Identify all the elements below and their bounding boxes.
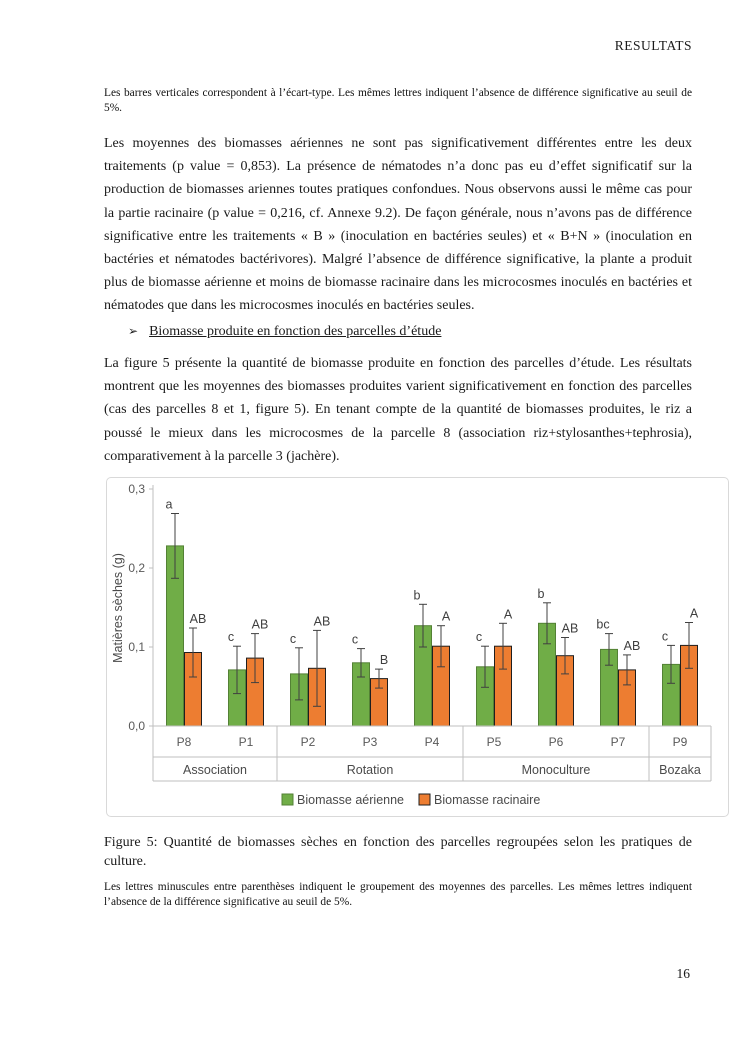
error-bar [357, 648, 365, 678]
group-label: Association [183, 763, 247, 777]
svg-text:P6: P6 [549, 735, 564, 749]
series-racinaire: AB AB AB B A A AB AB A [184, 607, 699, 727]
figure5-bar-chart: 0,0 0,1 0,2 0,3 Matières sèches (g) a c c c b c b bc… [106, 477, 729, 817]
error-bar [171, 513, 179, 579]
group-label: Rotation [347, 763, 394, 777]
legend: Biomasse aérienne Biomasse racinaire [281, 793, 540, 807]
section-bullet-heading: ➢ Biomasse produite en fonction des parce… [104, 324, 692, 340]
y-axis-title: Matières sèches (g) [111, 553, 125, 663]
error-bar [189, 627, 197, 678]
svg-text:P3: P3 [363, 735, 378, 749]
svg-text:0,3: 0,3 [128, 482, 145, 496]
svg-text:P9: P9 [673, 735, 688, 749]
svg-text:0,2: 0,2 [128, 561, 145, 575]
page-header-title: RESULTATS [614, 38, 692, 53]
error-bar [295, 647, 303, 701]
significance-letter: bc [596, 618, 609, 632]
page-number: 16 [676, 966, 691, 981]
significance-letter: A [442, 610, 451, 624]
significance-letter: A [504, 607, 513, 621]
significance-letter: AB [624, 639, 641, 653]
significance-letter: c [290, 632, 296, 646]
svg-text:0,0: 0,0 [128, 719, 145, 733]
svg-text:P2: P2 [301, 735, 316, 749]
svg-text:P8: P8 [177, 735, 192, 749]
significance-letter: A [690, 607, 699, 621]
svg-text:Biomasse racinaire: Biomasse racinaire [434, 793, 540, 807]
svg-text:P1: P1 [239, 735, 254, 749]
error-bar [499, 622, 507, 670]
significance-letter: c [662, 629, 668, 643]
figure5-caption: Figure 5: Quantité de biomasses sèches e… [104, 835, 692, 869]
significance-letter: c [228, 630, 234, 644]
figure4-note: Les barres verticales correspondent à l’… [104, 87, 692, 114]
bullet-heading-text: Biomasse produite en fonction des parcel… [149, 324, 442, 339]
significance-letter: AB [562, 622, 579, 636]
group-label: Bozaka [659, 763, 701, 777]
error-bar [605, 633, 613, 666]
svg-text:P4: P4 [425, 735, 440, 749]
svg-text:Biomasse aérienne: Biomasse aérienne [297, 793, 404, 807]
significance-letter: AB [190, 612, 207, 626]
error-bar [419, 603, 427, 648]
error-bar [233, 645, 241, 695]
error-bar [375, 668, 383, 689]
significance-letter: c [476, 630, 482, 644]
svg-text:P7: P7 [611, 735, 626, 749]
error-bar [543, 602, 551, 645]
legend-swatch-aerienne [281, 793, 294, 806]
group-label: Monoculture [522, 763, 591, 777]
legend-swatch-racinaire [418, 793, 431, 806]
error-bar [251, 633, 259, 684]
y-axis: 0,0 0,1 0,2 0,3 Matières sèches (g) [111, 482, 154, 733]
error-bar [313, 629, 321, 707]
significance-letter: c [352, 633, 358, 647]
error-bar [481, 645, 489, 688]
x-axis: P8 P1 P2 P3 P4 P5 P6 P7 P9 Association Rotation Mon… [152, 725, 712, 782]
significance-letter: AB [252, 618, 269, 632]
figure5-note: Les lettres minuscules entre parenthèses… [104, 881, 692, 908]
paragraph-treatments: Les moyennes des biomasses aériennes ne … [104, 136, 692, 314]
error-bar [623, 654, 631, 686]
significance-letter: AB [314, 614, 331, 628]
error-bar [437, 625, 445, 668]
significance-letter: B [380, 653, 388, 667]
significance-letter: b [538, 587, 545, 601]
error-bar [667, 644, 675, 684]
error-bar [685, 622, 693, 669]
svg-text:P5: P5 [487, 735, 502, 749]
svg-text:0,1: 0,1 [128, 640, 145, 654]
bullet-arrow-icon: ➢ [128, 324, 139, 338]
paragraph-figure5-intro: La figure 5 présente la quantité de biom… [104, 356, 692, 464]
significance-letter: b [414, 588, 421, 602]
error-bar [561, 637, 569, 675]
significance-letter: a [166, 498, 173, 512]
